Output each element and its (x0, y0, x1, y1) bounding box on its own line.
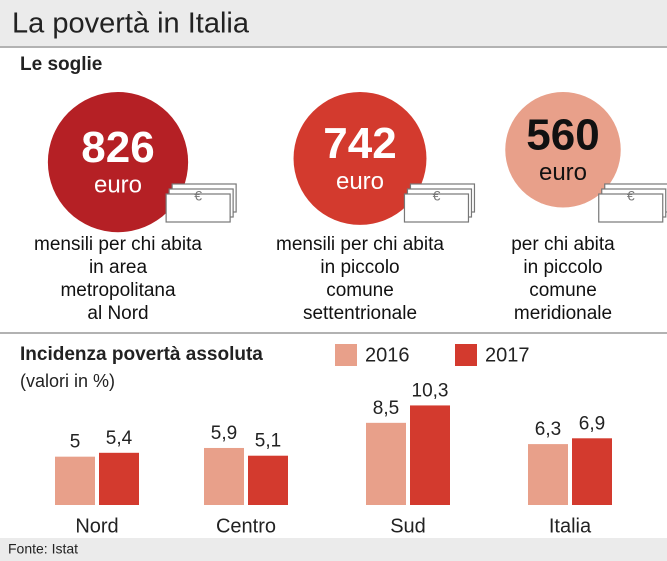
bar (248, 455, 288, 505)
threshold-description: metropolitana (60, 280, 176, 301)
value-label: 6,3 (535, 419, 561, 440)
bar (528, 444, 568, 505)
legend-label: 2017 (485, 344, 530, 366)
threshold-unit: euro (336, 168, 384, 195)
value-label: 10,3 (412, 380, 449, 401)
threshold-circle (47, 92, 189, 233)
x-tick-label: Nord (75, 515, 118, 537)
banknote-icon (403, 193, 470, 223)
banknote-icon (598, 193, 664, 223)
threshold-circle (293, 92, 427, 225)
legend-swatch (335, 344, 357, 366)
x-tick-label: Sud (390, 515, 426, 537)
threshold-description: meridionale (514, 303, 612, 324)
value-label: 5,1 (255, 431, 281, 452)
threshold-unit: euro (539, 159, 587, 186)
threshold-description: per chi abita (511, 234, 615, 255)
chart-subtitle: (valori in %) (20, 371, 115, 391)
bar (204, 447, 244, 505)
bar (410, 405, 450, 505)
legend-label: 2016 (365, 344, 410, 366)
bar (366, 422, 406, 505)
bar (572, 438, 612, 505)
threshold-description: al Nord (87, 303, 148, 324)
threshold-description: mensili per chi abita (34, 234, 202, 255)
title-band (0, 0, 667, 46)
banknote-symbol: € (194, 188, 202, 204)
threshold-value: 826 (81, 123, 154, 172)
threshold-description: in piccolo (320, 257, 399, 278)
x-tick-label: Centro (216, 515, 276, 537)
x-tick-label: Italia (549, 515, 592, 537)
threshold-description: in area (89, 257, 148, 278)
threshold-circle (505, 92, 621, 208)
banknote-icon (165, 193, 231, 223)
bar (99, 452, 139, 505)
page-title: La povertà in Italia (12, 8, 250, 40)
banknote-symbol: € (627, 188, 635, 204)
threshold-value: 560 (526, 110, 599, 159)
legend-swatch (455, 344, 477, 366)
bar (55, 456, 95, 505)
threshold-description: in piccolo (523, 257, 602, 278)
value-label: 5,9 (211, 423, 237, 444)
value-label: 5,4 (106, 428, 133, 449)
threshold-description: mensili per chi abita (276, 234, 444, 255)
threshold-unit: euro (94, 171, 142, 198)
threshold-description: comune (529, 280, 597, 301)
threshold-description: comune (326, 280, 394, 301)
section-title: Le soglie (20, 54, 102, 75)
threshold-value: 742 (323, 119, 396, 168)
chart-title: Incidenza povertà assoluta (20, 344, 263, 365)
value-label: 6,9 (579, 413, 605, 434)
source: Fonte: Istat (8, 541, 78, 557)
threshold-description: settentrionale (303, 303, 417, 324)
banknote-symbol: € (433, 188, 441, 204)
value-label: 8,5 (373, 398, 399, 419)
value-label: 5 (70, 432, 81, 453)
source-band (0, 538, 667, 561)
